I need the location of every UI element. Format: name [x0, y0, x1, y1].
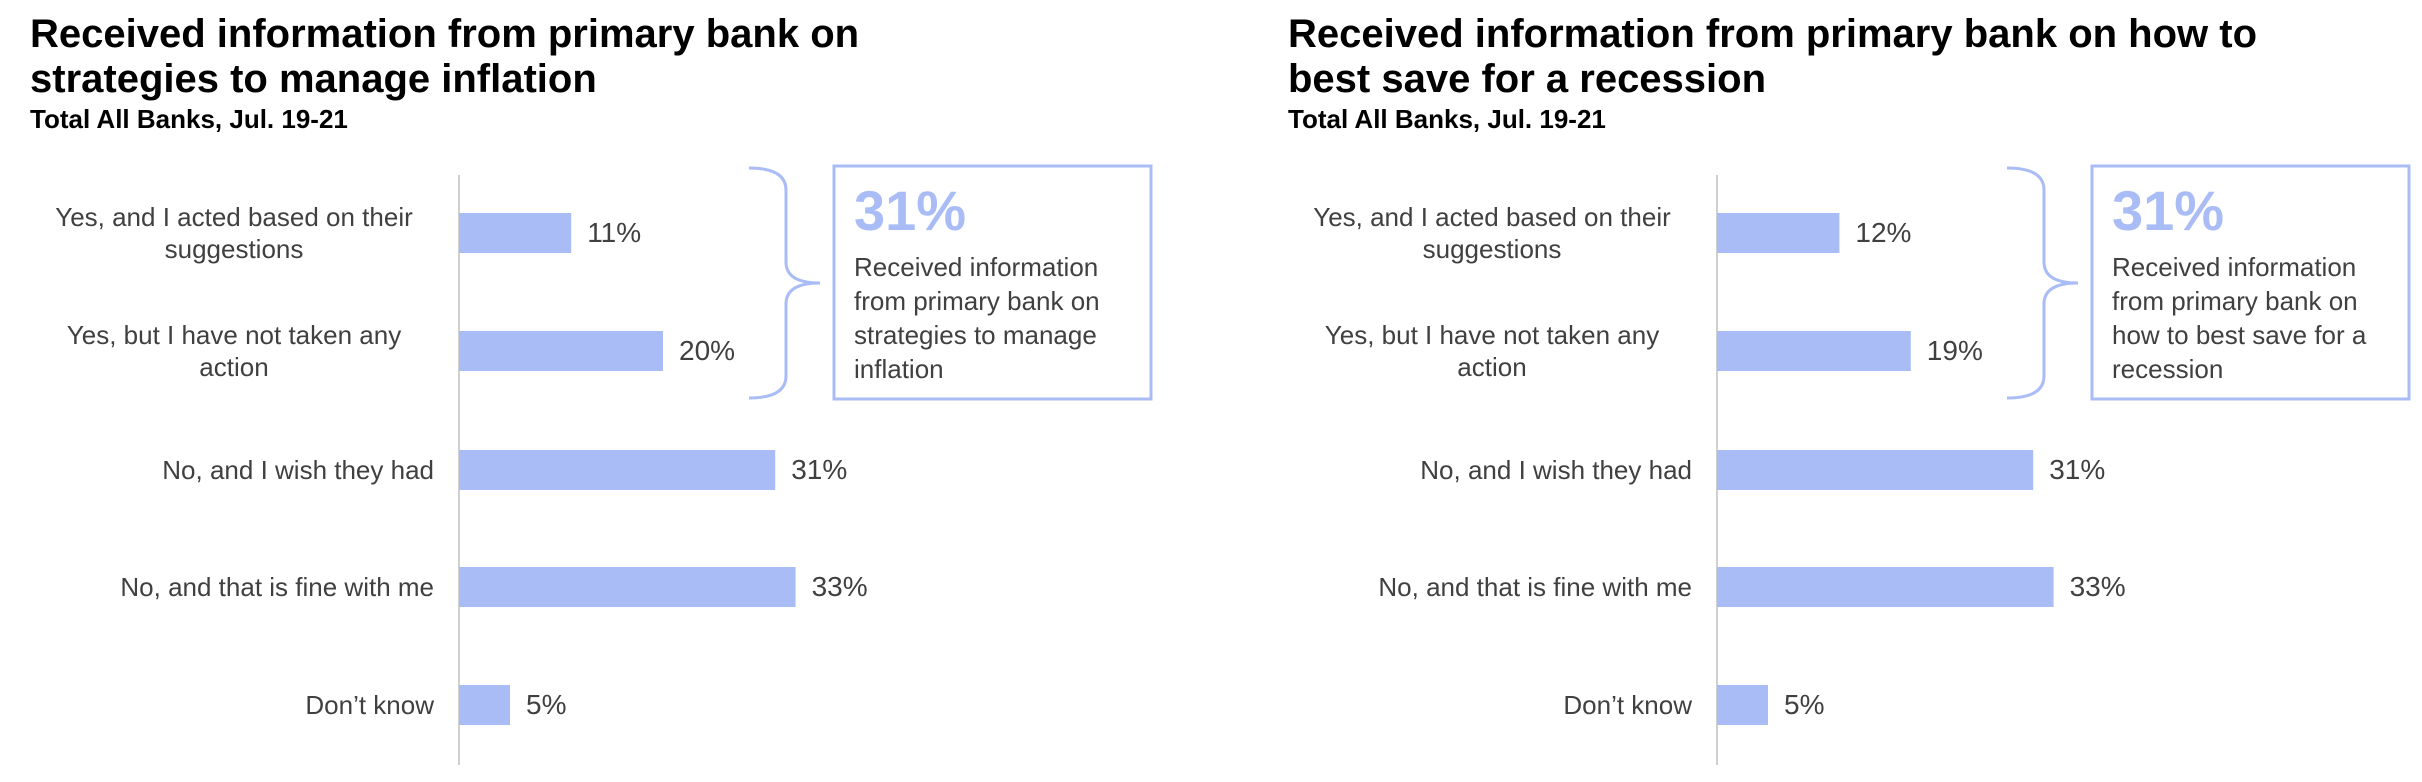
bar: [459, 685, 510, 725]
chart-title: Received information from primary bank o…: [1288, 12, 2258, 101]
callout-value: 31%: [854, 179, 967, 242]
chart: [1716, 164, 2411, 765]
chart-subtitle: Total All Banks, Jul. 19-21: [1288, 104, 1606, 134]
value-label: 12%: [1855, 217, 1912, 248]
category-label: Yes, but I have not taken any action: [14, 319, 434, 383]
bar: [1717, 450, 2034, 490]
value-label: 20%: [679, 335, 736, 366]
bar: [1717, 331, 1911, 371]
category-text: Yes, but I have not taken any action: [66, 320, 402, 382]
value-label: 5%: [1784, 689, 1825, 720]
category-text: Don’t know: [305, 690, 434, 720]
value-label: 19%: [1926, 335, 1983, 366]
category-text: Yes, and I acted based on their suggesti…: [1313, 202, 1671, 264]
category-label: Don’t know: [14, 689, 434, 721]
callout-box: [2090, 164, 2411, 401]
category-text: No, and that is fine with me: [1378, 572, 1692, 602]
value-label: 5%: [526, 689, 567, 720]
chart: [458, 164, 1153, 765]
bar: [1717, 685, 1768, 725]
bar: [1717, 213, 1840, 253]
bar: [459, 331, 663, 371]
callout-text: Received information from primary bank o…: [2112, 252, 2367, 384]
category-text: No, and I wish they had: [1420, 455, 1692, 485]
value-label: 11%: [587, 217, 642, 248]
callout-text: Received information from primary bank o…: [854, 252, 1100, 384]
bar: [459, 213, 572, 253]
category-label: Don’t know: [1272, 689, 1692, 721]
chart-panel: Received information from primary bank o…: [1258, 0, 2422, 782]
bracket: [748, 166, 821, 400]
category-label: Yes, but I have not taken any action: [1272, 319, 1692, 383]
category-text: Don’t know: [1563, 690, 1692, 720]
category-label: No, and I wish they had: [1272, 454, 1692, 486]
bar: [459, 450, 776, 490]
value-label: 33%: [2069, 571, 2126, 602]
callout-value: 31%: [2112, 179, 2225, 242]
value-label: 31%: [2049, 454, 2106, 485]
category-text: Yes, but I have not taken any action: [1324, 320, 1660, 382]
chart-panel: Received information from primary bank o…: [0, 0, 1200, 782]
category-label: Yes, and I acted based on their suggesti…: [14, 201, 434, 265]
category-label: Yes, and I acted based on their suggesti…: [1272, 201, 1692, 265]
bar: [459, 567, 796, 607]
category-text: No, and that is fine with me: [120, 572, 434, 602]
value-label: 33%: [811, 571, 868, 602]
category-label: No, and I wish they had: [14, 454, 434, 486]
chart-title: Received information from primary bank o…: [30, 12, 860, 101]
bracket: [2006, 166, 2079, 400]
value-label: 31%: [791, 454, 848, 485]
category-label: No, and that is fine with me: [14, 571, 434, 603]
category-label: No, and that is fine with me: [1272, 571, 1692, 603]
chart-subtitle: Total All Banks, Jul. 19-21: [30, 104, 348, 134]
bar: [1717, 567, 2054, 607]
category-text: No, and I wish they had: [162, 455, 434, 485]
category-text: Yes, and I acted based on their suggesti…: [55, 202, 413, 264]
callout-box: [832, 164, 1153, 401]
